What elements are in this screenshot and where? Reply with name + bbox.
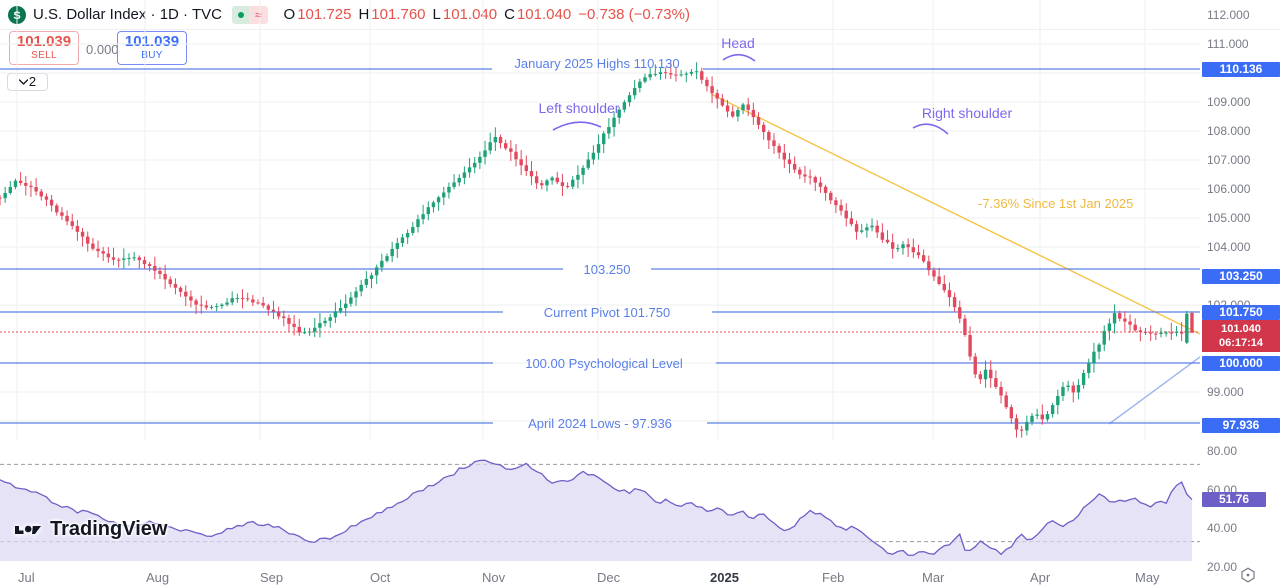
svg-text:Head: Head [721,35,754,51]
svg-text:Right shoulder: Right shoulder [922,105,1013,121]
svg-text:-7.36% Since 1st Jan 2025: -7.36% Since 1st Jan 2025 [978,196,1133,211]
svg-text:April 2024 Lows - 97.936: April 2024 Lows - 97.936 [528,416,672,431]
svg-text:January 2025 Highs 110.130: January 2025 Highs 110.130 [514,56,679,71]
svg-text:Current Pivot 101.750: Current Pivot 101.750 [544,305,670,320]
svg-text:100.00 Psychological Level: 100.00 Psychological Level [525,356,683,371]
svg-text:Left shoulder: Left shoulder [539,100,620,116]
svg-text:103.250: 103.250 [584,262,631,277]
